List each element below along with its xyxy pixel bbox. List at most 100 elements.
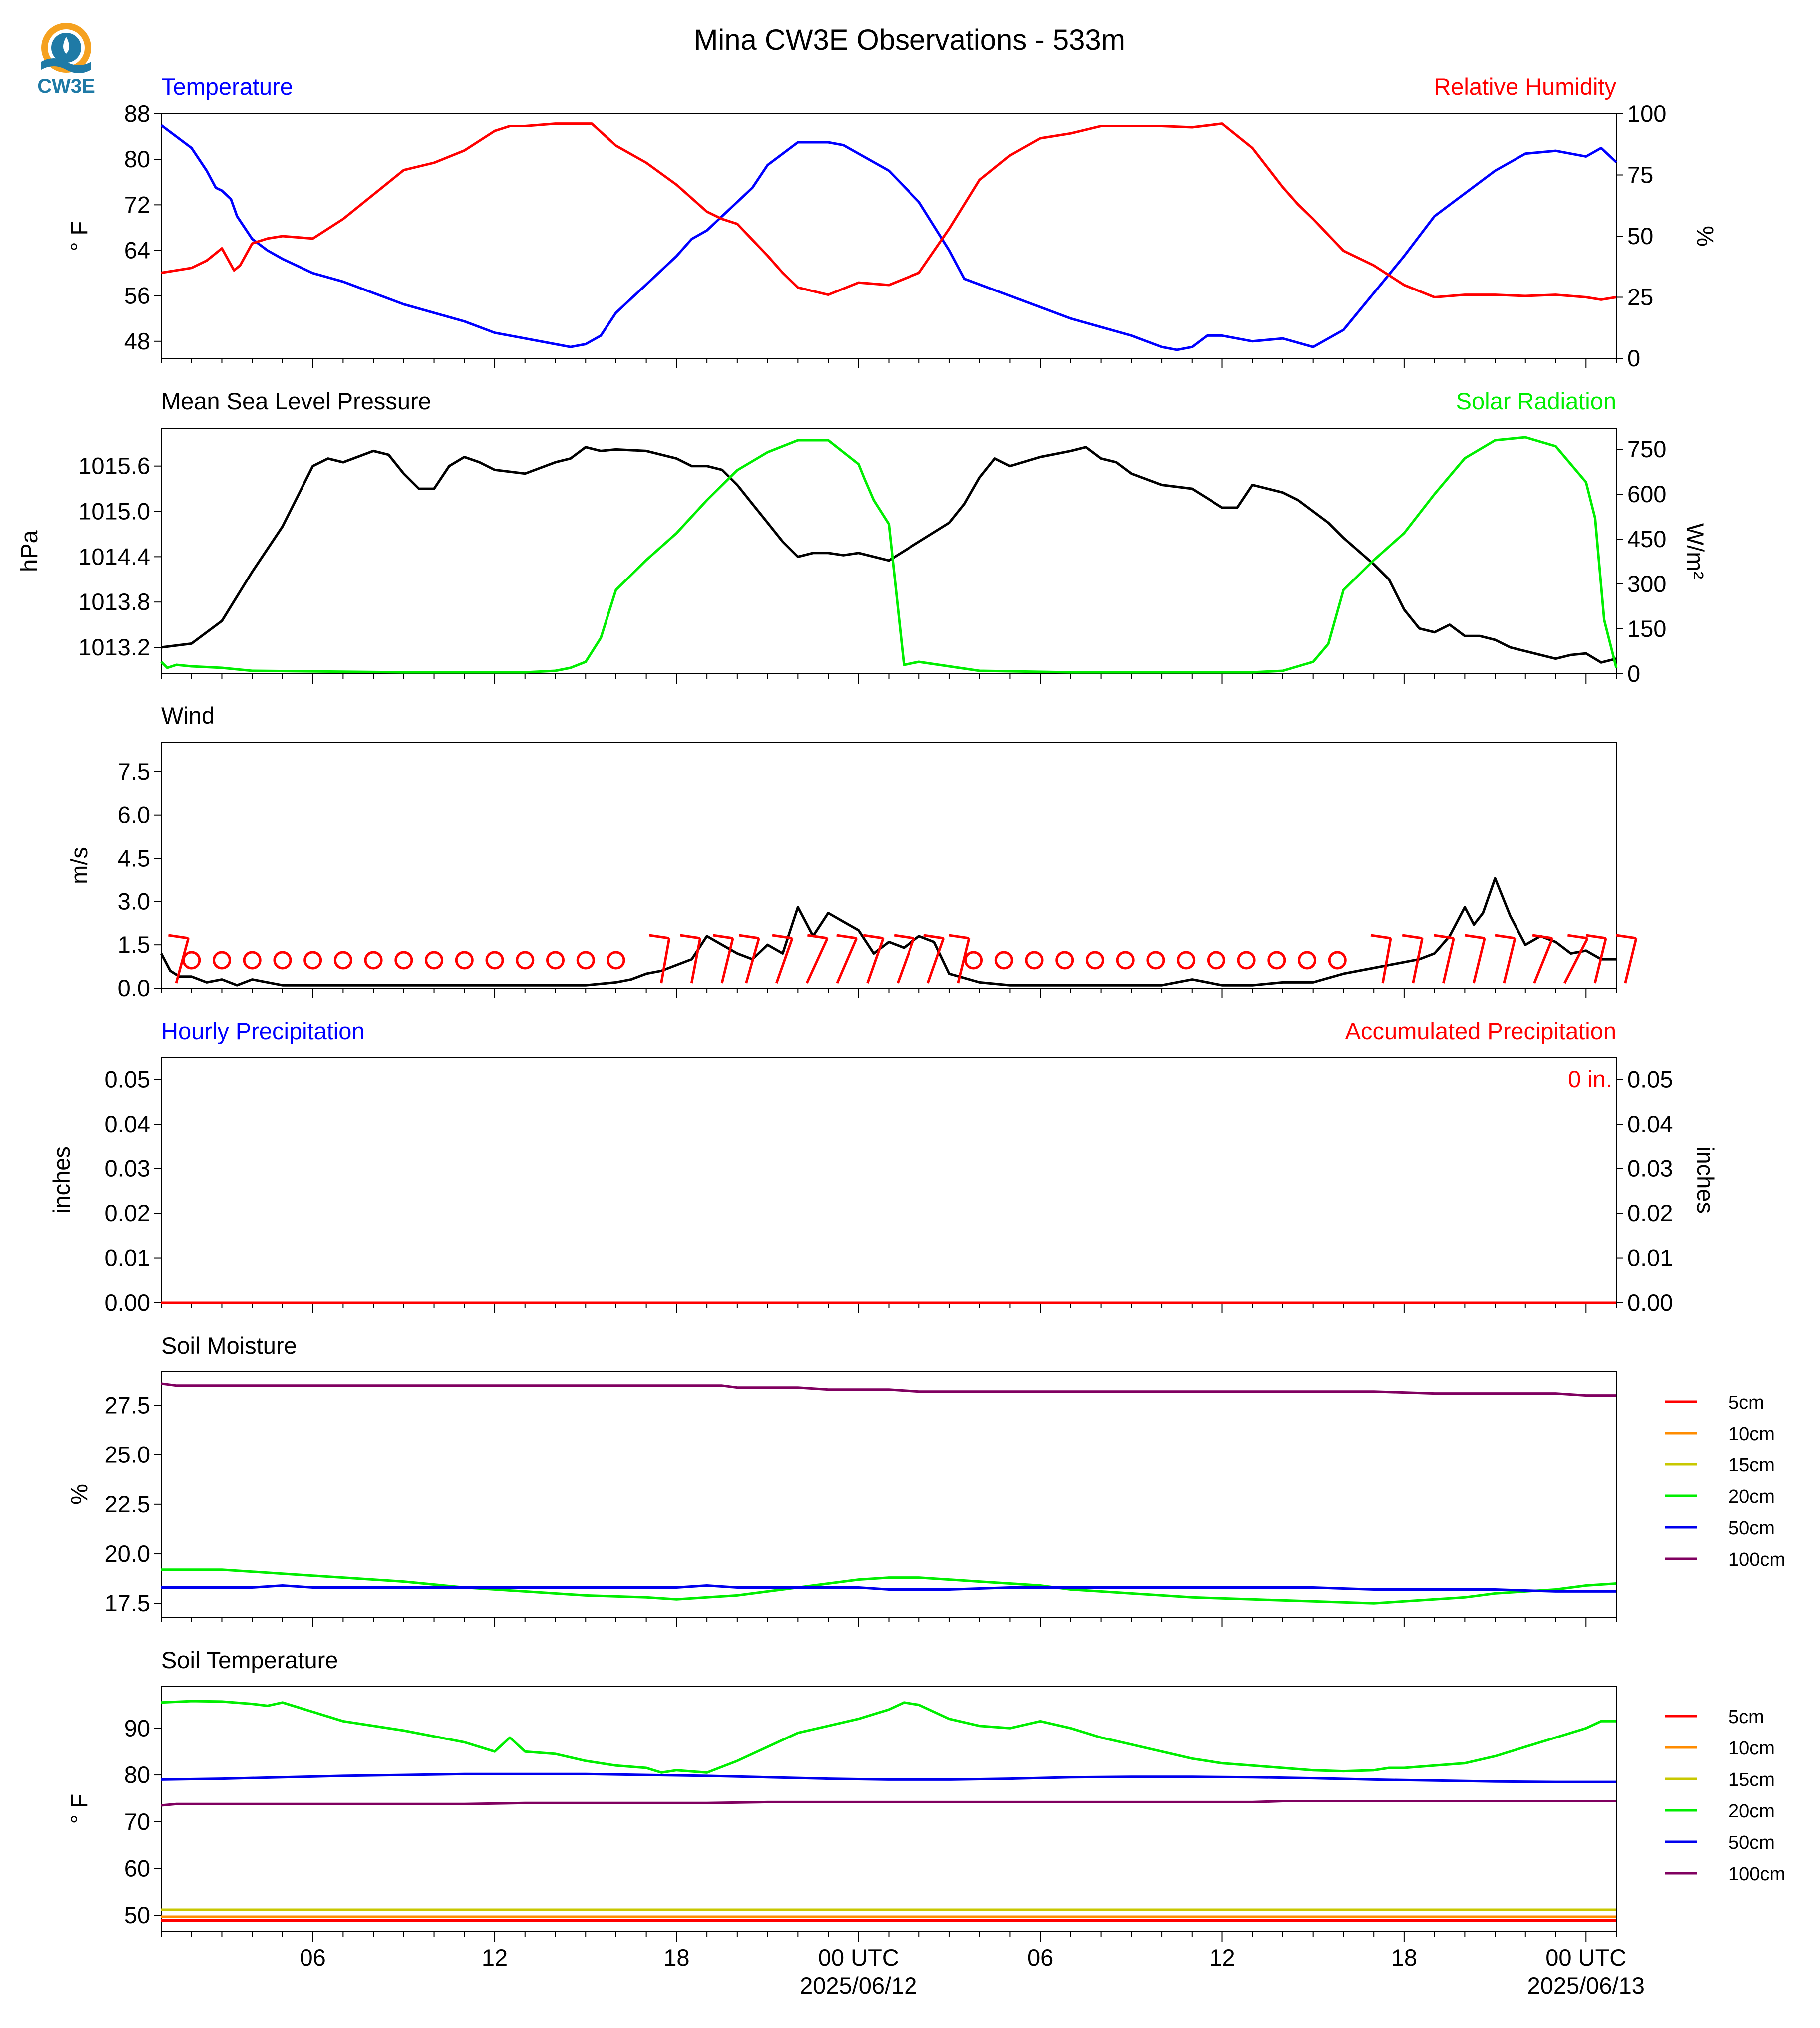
temp_rh-ytick-label-right: 75	[1627, 162, 1653, 188]
soil_temp-legend: 5cm 10cm 15cm 20cm 50cm 100cm	[1665, 1707, 1785, 1885]
wind-barb-flag	[1464, 934, 1485, 940]
precip-ytick-label-right: 0.02	[1627, 1200, 1673, 1226]
wind-calm-circle	[1055, 951, 1074, 970]
time-tick-label: 18	[663, 1944, 689, 1971]
soil_moisture-ytick-label-left: 22.5	[105, 1491, 150, 1517]
wind-calm-circle	[1267, 951, 1286, 970]
mslp_solar-series-solar-radiation	[160, 436, 1618, 674]
wind-barb-flag	[949, 934, 970, 940]
soil_temp-series-100cm	[161, 1800, 1616, 1807]
time-tick-label: 00 UTC	[818, 1944, 899, 1971]
temp_rh-ytick-label-right: 50	[1627, 223, 1653, 249]
legend-label: 10cm	[1728, 1738, 1775, 1759]
wind-barb	[897, 938, 915, 984]
wind-barb-flag	[1370, 934, 1391, 940]
wind-ytick-label-left: 3.0	[118, 888, 150, 914]
wind-calm-circle	[546, 951, 565, 970]
wind-barb	[1563, 937, 1589, 984]
temp_rh-ytick-label-right: 0	[1627, 345, 1640, 371]
mslp_solar-title-left: Mean Sea Level Pressure	[161, 388, 431, 414]
time-tick-label: 12	[1209, 1944, 1235, 1971]
wind-barb-flag	[1402, 934, 1423, 940]
wind-barb	[957, 938, 971, 984]
temp_rh-ytick-label-left: 80	[124, 146, 150, 172]
precip-ytick-label-left: 0.02	[105, 1200, 150, 1226]
precip-ytick-label-right: 0.04	[1627, 1111, 1673, 1137]
soil_temp-series-50cm	[161, 1772, 1616, 1783]
wind-barb	[1472, 938, 1486, 984]
time-date-label: 2025/06/13	[1527, 1972, 1645, 1999]
precip-ytick-label-right: 0.01	[1627, 1245, 1673, 1271]
wind-calm-circle	[516, 951, 535, 970]
wind-ytick-label-left: 0.0	[118, 975, 150, 1001]
precip-ylabel-left: inches	[48, 1146, 75, 1214]
precip-panel: Hourly Precipitation Accumulated Precipit…	[48, 1018, 1719, 1316]
soil_moisture-title-left: Soil Moisture	[161, 1332, 297, 1359]
wind-barb-flag	[1616, 934, 1637, 940]
wind-barb-flag	[168, 934, 189, 940]
mslp_solar-frame	[161, 428, 1617, 674]
wind-barb	[745, 938, 760, 984]
wind-calm-circle	[303, 951, 322, 970]
soil_temp-ytick-label-left: 50	[124, 1902, 150, 1928]
wind-calm-circle	[425, 951, 444, 970]
wind-calm-circle	[333, 951, 352, 970]
mslp_solar-panel: Mean Sea Level Pressure Solar Radiation 10…	[16, 388, 1709, 687]
temp_rh-ytick-label-right: 25	[1627, 284, 1653, 310]
legend-label: 15cm	[1728, 1455, 1775, 1476]
soil_temp-ytick-label-left: 60	[124, 1855, 150, 1881]
soil_temp-ytick-label-left: 90	[124, 1715, 150, 1741]
soil_temp-ytick-label-left: 70	[124, 1808, 150, 1835]
wind-calm-circle	[1237, 951, 1256, 970]
precip-frame	[161, 1057, 1617, 1303]
wind-calm-circle	[212, 951, 231, 970]
wind-calm-circle	[1025, 951, 1044, 970]
temp_rh-ylabel-right: %	[1692, 226, 1719, 247]
wind-calm-circle	[243, 951, 262, 970]
time-tick-label: 06	[1027, 1944, 1053, 1971]
time-tick-label: 18	[1391, 1944, 1417, 1971]
legend-label: 100cm	[1728, 1864, 1785, 1885]
soil_moisture-legend: 5cm 10cm 15cm 20cm 50cm 100cm	[1665, 1392, 1785, 1570]
wind-calm-circle	[1146, 951, 1165, 970]
mslp_solar-title-right: Solar Radiation	[1456, 388, 1616, 414]
legend-label: 5cm	[1728, 1707, 1764, 1728]
wind-title-left: Wind	[161, 702, 215, 729]
wind-barb	[1442, 938, 1455, 984]
mslp_solar-ytick-label-right: 0	[1627, 660, 1640, 687]
wind-calm-circle	[1298, 951, 1317, 970]
legend-label: 20cm	[1728, 1801, 1775, 1822]
soil_temp-title-left: Soil Temperature	[161, 1647, 338, 1673]
soil_moisture-ytick-label-left: 27.5	[105, 1392, 150, 1418]
wind-ytick-label-left: 1.5	[118, 931, 150, 958]
soil_temp-series-20cm	[161, 1700, 1616, 1774]
soil_temp-ytick-label-left: 80	[124, 1761, 150, 1788]
wind-ytick-label-left: 6.0	[118, 802, 150, 828]
logo-text: CW3E	[37, 75, 95, 97]
wind-series-wind-speed	[160, 877, 1616, 987]
wind-barb-flag	[649, 934, 670, 940]
legend-label: 15cm	[1728, 1769, 1775, 1790]
wind-barb	[660, 938, 671, 984]
wind-calm-circle	[1085, 951, 1104, 970]
soil_moisture-ytick-label-left: 25.0	[105, 1442, 150, 1468]
temp_rh-series-temperature	[160, 124, 1617, 351]
time-tick-label: 00 UTC	[1545, 1944, 1626, 1971]
time-tick-label: 06	[300, 1944, 326, 1971]
wind-calm-circle	[1177, 951, 1196, 970]
temp_rh-ytick-label-left: 88	[124, 100, 150, 127]
wind-ytick-label-left: 4.5	[118, 845, 150, 871]
soil_moisture-series-100cm	[161, 1382, 1616, 1397]
mslp_solar-ylabel-left: hPa	[16, 530, 42, 572]
wind-barb	[866, 938, 885, 984]
wind-barb	[690, 938, 702, 984]
legend-label: 100cm	[1728, 1549, 1785, 1570]
wind-barb	[1412, 938, 1424, 984]
temp_rh-title-right: Relative Humidity	[1434, 73, 1616, 100]
soil_moisture-ytick-label-left: 20.0	[105, 1540, 150, 1567]
wind-barb-flag	[894, 934, 914, 940]
wind-barb-flag	[1567, 934, 1588, 940]
wind-barb-flag	[712, 934, 733, 940]
wind-calm-circle	[576, 951, 595, 970]
